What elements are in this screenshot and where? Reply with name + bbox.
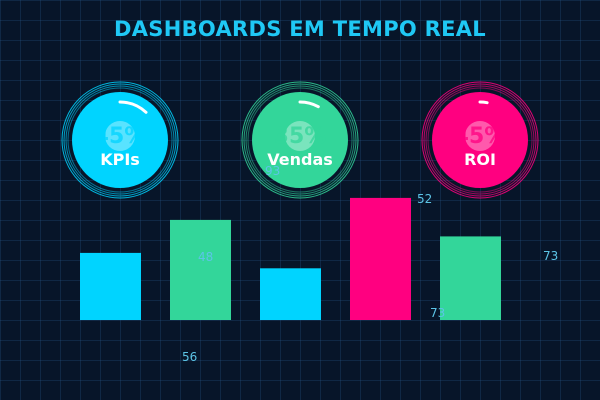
bar-2 (170, 219, 231, 320)
gauge-label: Vendas (267, 150, 333, 169)
gauge-label: ROI (464, 150, 496, 169)
gauge-disc (432, 92, 528, 188)
gauge-center-dot (285, 121, 315, 151)
gauge-disc (252, 92, 348, 188)
gauge-percent: 35% (274, 124, 327, 149)
gauge-ring (65, 85, 175, 195)
gauge-disc (72, 92, 168, 188)
bars-layer (80, 197, 501, 320)
gauge-ring (243, 83, 357, 197)
gauge-percent: 45% (94, 124, 147, 149)
gauge-ring (241, 81, 359, 199)
bar-3 (260, 268, 321, 320)
bar-4 (350, 197, 411, 320)
gauge-ring (247, 87, 353, 193)
gauge-label: KPIs (100, 150, 140, 169)
value-label-3: 52 (417, 192, 432, 206)
floating-labels-layer: 93 48 52 73 73 56 (182, 164, 558, 364)
gauge-ring (61, 81, 179, 199)
bar-5 (440, 236, 501, 320)
gauge-center-dot (465, 121, 495, 151)
gauge-progress-arc (478, 100, 489, 105)
value-label-6: 56 (182, 350, 197, 364)
gauge-ring (421, 81, 539, 199)
gauge-2: 35%Vendas (241, 81, 359, 199)
chart-title: DASHBOARDS EM TEMPO REAL (114, 17, 486, 41)
gauge-1: 45%KPIs (61, 81, 179, 199)
gauge-ring (425, 85, 535, 195)
gauge-ring (423, 83, 537, 197)
bar-1 (80, 252, 141, 320)
gauge-3: 45%ROI (421, 81, 539, 199)
value-label-2: 48 (198, 250, 213, 264)
gauge-ring (427, 87, 533, 193)
value-label-1: 93 (265, 164, 280, 178)
gauge-percent: 45% (454, 124, 507, 149)
gauge-progress-arc (298, 100, 320, 109)
gauge-center-dot (105, 121, 135, 151)
gauge-ring (63, 83, 177, 197)
value-label-5: 73 (430, 306, 445, 320)
gauge-ring (67, 87, 173, 193)
value-label-4: 73 (543, 249, 558, 263)
gauge-ring (245, 85, 355, 195)
gauge-progress-arc (118, 100, 148, 114)
